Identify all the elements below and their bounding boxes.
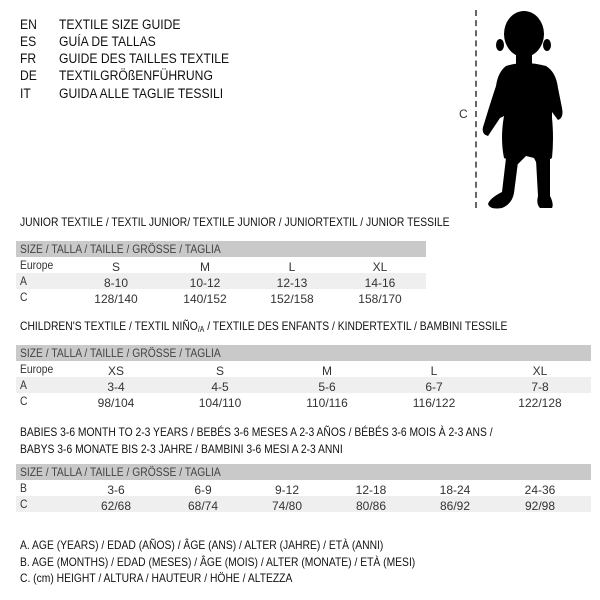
junior-section-title: JUNIOR TEXTILE / TEXTIL JUNIOR/ TEXTILE … (20, 215, 450, 229)
cell: 7-8 (531, 380, 549, 394)
cell: 6-9 (194, 483, 212, 497)
row-band (16, 377, 591, 393)
title-part: / TEXTILE DES ENFANTS / KINDERTEXTIL / B… (204, 319, 508, 333)
table-header: SIZE / TALLA / TAILLE / GRÖSSE / TAGLIA (16, 464, 591, 480)
cell: M (200, 260, 210, 274)
row-label: Europe (20, 258, 54, 272)
baby-silhouette-icon (482, 11, 563, 209)
cell: 158/170 (358, 292, 402, 306)
cell: 62/68 (100, 499, 132, 513)
cell: M (322, 364, 332, 378)
table-header: SIZE / TALLA / TAILLE / GRÖSSE / TAGLIA (16, 345, 591, 361)
title-subscript: /A (197, 325, 205, 334)
cell: 152/158 (270, 292, 314, 306)
cell: 140/152 (183, 292, 227, 306)
cell: XS (107, 364, 124, 378)
height-label: C (459, 107, 468, 121)
lang-code: FR (20, 51, 37, 66)
cell: 86/92 (439, 499, 471, 513)
cell: 24-36 (524, 483, 556, 497)
lang-code: DE (20, 68, 37, 83)
cell: 3-6 (107, 483, 125, 497)
lang-title: GUÍA DE TALLAS (59, 34, 156, 49)
size-header-label: SIZE / TALLA / TAILLE / GRÖSSE / TAGLIA (20, 242, 221, 256)
table-header: SIZE / TALLA / TAILLE / GRÖSSE / TAGLIA (16, 241, 426, 257)
lang-code: IT (20, 86, 31, 101)
cell: 10-12 (189, 276, 221, 290)
cell: 104/110 (198, 396, 242, 410)
cell: 12-13 (276, 276, 308, 290)
children-size-table: SIZE / TALLA / TAILLE / GRÖSSE / TAGLIA … (16, 345, 591, 410)
row-label: C (20, 290, 28, 304)
cell: 122/128 (518, 396, 562, 410)
row-label: A (20, 274, 27, 288)
lang-code: EN (20, 17, 37, 32)
children-section-title: CHILDREN'S TEXTILE / TEXTIL NIÑO/A / TEX… (20, 318, 507, 338)
cell: S (215, 364, 224, 378)
cell: 14-16 (364, 276, 396, 290)
cell: 74/80 (271, 499, 303, 513)
cell: 4-5 (211, 380, 229, 394)
lang-title: GUIDA ALLE TAGLIE TESSILI (59, 86, 224, 101)
cell: 92/98 (524, 499, 556, 513)
cell: 9-12 (274, 483, 300, 497)
cell: L (288, 260, 296, 274)
cell: 128/140 (94, 292, 138, 306)
junior-size-table: SIZE / TALLA / TAILLE / GRÖSSE / TAGLIA … (16, 241, 426, 306)
legend-item-a: A. AGE (YEARS) / EDAD (AÑOS) / ÂGE (ANS)… (20, 538, 384, 552)
size-header-label: SIZE / TALLA / TAILLE / GRÖSSE / TAGLIA (20, 465, 221, 479)
lang-code: ES (20, 34, 37, 49)
cell: 6-7 (425, 380, 443, 394)
babies-size-table: SIZE / TALLA / TAILLE / GRÖSSE / TAGLIA … (16, 464, 591, 513)
row-label: B (20, 481, 27, 495)
height-dashed-line (475, 10, 477, 208)
cell: 110/116 (306, 396, 348, 410)
cell: 3-4 (107, 380, 125, 394)
cell: XL (532, 364, 548, 378)
cell: 80/86 (355, 499, 387, 513)
lang-title: GUIDE DES TAILLES TEXTILE (59, 51, 230, 66)
lang-title: TEXTILE SIZE GUIDE (59, 17, 181, 32)
cell: 8-10 (103, 276, 129, 290)
lang-title: TEXTILGRÖßENFÜHRUNG (59, 68, 213, 83)
row-band (16, 496, 591, 512)
row-label: Europe (20, 362, 54, 376)
cell: 98/104 (97, 396, 135, 410)
cell: S (111, 260, 120, 274)
cell: 18-24 (439, 483, 471, 497)
cell: 116/122 (412, 396, 456, 410)
legend-item-c: C. (cm) HEIGHT / ALTURA / HAUTEUR / HÖHE… (20, 571, 293, 585)
title-part: CHILDREN'S TEXTILE / TEXTIL NIÑO (20, 319, 198, 333)
cell: XL (372, 260, 388, 274)
babies-section-title-line2: BABYS 3-6 MONATE BIS 2-3 JAHRE / BAMBINI… (20, 442, 343, 456)
row-band (16, 273, 426, 289)
cell: 68/74 (187, 499, 219, 513)
cell: L (430, 364, 438, 378)
legend-item-b: B. AGE (MONTHS) / EDAD (MESES) / ÂGE (MO… (20, 555, 416, 569)
row-label: C (20, 497, 28, 511)
row-label: A (20, 378, 27, 392)
size-header-label: SIZE / TALLA / TAILLE / GRÖSSE / TAGLIA (20, 346, 221, 360)
babies-section-title-line1: BABIES 3-6 MONTH TO 2-3 YEARS / BEBÉS 3-… (20, 425, 493, 439)
row-label: C (20, 394, 28, 408)
cell: 5-6 (318, 380, 336, 394)
cell: 12-18 (355, 483, 387, 497)
